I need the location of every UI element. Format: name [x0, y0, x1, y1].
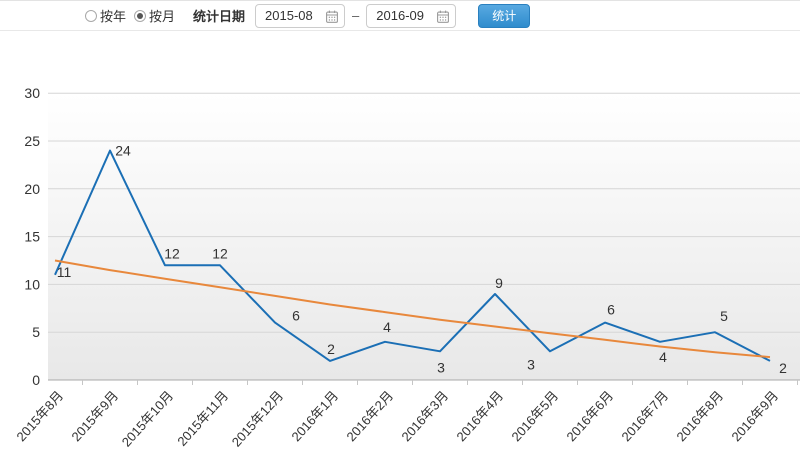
data-point-label: 9 — [495, 275, 503, 291]
data-point-label: 3 — [437, 359, 445, 375]
y-axis-tick-label: 0 — [32, 372, 40, 388]
x-axis-category-label: 2015年11月 — [174, 388, 231, 449]
x-axis-category-label: 2016年4月 — [453, 388, 506, 444]
chart-area: 0 5 10 15 20 25 30 2015年8月 2015年9月 2015年10月 2015年1… — [0, 35, 800, 461]
data-point-label: 12 — [212, 245, 228, 261]
submit-button[interactable]: 统计 — [478, 3, 531, 28]
series-line-trend — [54, 259, 771, 359]
calendar-icon[interactable] — [437, 10, 450, 23]
x-axis-category-label: 2015年8月 — [13, 388, 66, 444]
calendar-icon[interactable] — [326, 10, 338, 23]
data-point-label: 2 — [327, 341, 335, 357]
radio-by-month-label: 按月 — [149, 9, 176, 24]
radio-by-month[interactable]: 按月 — [134, 6, 175, 25]
y-axis-tick-label: 5 — [32, 324, 40, 340]
x-axis-category-label: 2016年8月 — [673, 388, 726, 444]
radio-icon[interactable] — [85, 9, 97, 22]
date-range-dash: – — [352, 8, 360, 23]
x-axis-category-label: 2016年6月 — [563, 388, 616, 444]
x-axis-category-label: 2015年9月 — [68, 388, 121, 444]
x-axis-category-label: 2016年7月 — [618, 388, 671, 444]
y-axis-tick-label: 20 — [24, 181, 40, 197]
data-point-label: 6 — [607, 302, 615, 318]
data-point-label: 11 — [57, 264, 72, 280]
x-axis-category-label: 2015年12月 — [229, 388, 287, 450]
date-to-input[interactable] — [366, 3, 457, 28]
toolbar: 按年 按月 统计日期 – 统计 — [0, 0, 800, 31]
y-axis-tick-label: 25 — [24, 133, 40, 149]
x-axis-category-label: 2016年5月 — [508, 388, 561, 444]
data-point-label: 2 — [779, 360, 787, 376]
date-to-field — [366, 3, 457, 28]
x-axis-category-label: 2016年3月 — [398, 388, 451, 444]
data-point-label: 12 — [164, 245, 180, 261]
x-axis-category-label: 2016年9月 — [728, 388, 781, 444]
series-line-monthly-count — [54, 149, 771, 362]
stats-date-label: 统计日期 — [193, 9, 246, 24]
data-point-label: 24 — [115, 143, 131, 159]
data-point-label: 6 — [292, 308, 300, 324]
x-axis-category-label: 2015年10月 — [119, 388, 177, 450]
data-point-label: 4 — [659, 349, 667, 365]
radio-by-year-label: 按年 — [100, 9, 127, 24]
data-point-label: 5 — [720, 308, 728, 324]
date-from-input[interactable] — [255, 3, 346, 28]
y-axis-tick-label: 10 — [24, 276, 40, 292]
y-axis-tick-label: 30 — [24, 85, 40, 101]
x-axis-category-label: 2016年2月 — [343, 388, 396, 444]
data-point-label: 4 — [383, 319, 391, 335]
data-point-label: 3 — [527, 356, 535, 372]
radio-checked-icon[interactable] — [134, 9, 147, 22]
date-from-field — [255, 3, 346, 28]
radio-by-year[interactable]: 按年 — [85, 6, 126, 25]
x-axis-category-label: 2016年1月 — [288, 388, 341, 444]
y-axis-tick-label: 15 — [24, 229, 40, 245]
